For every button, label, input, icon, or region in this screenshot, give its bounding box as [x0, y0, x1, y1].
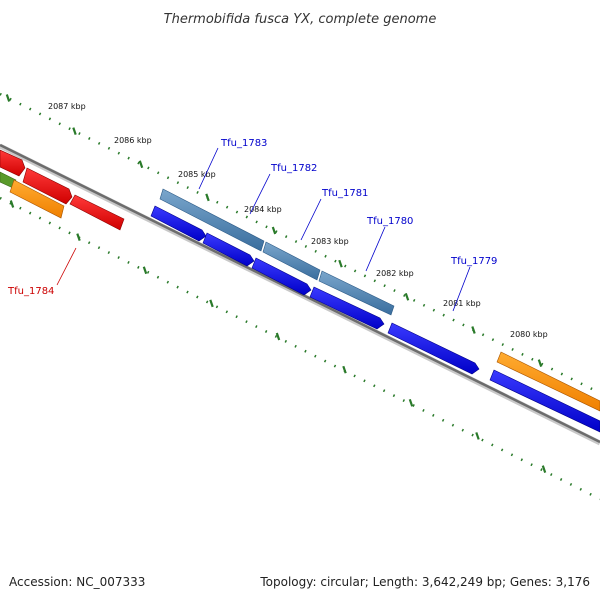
major-tick-mark: [475, 432, 480, 440]
major-tick-mark: [5, 94, 11, 102]
major-tick-mark: [537, 359, 543, 367]
outer-major-ticks: [5, 94, 543, 367]
inner-tick-ring: [0, 196, 600, 501]
major-tick-mark: [76, 233, 81, 241]
major-tick-mark: [404, 292, 410, 301]
gene-feature-red-left-1[interactable]: [0, 149, 26, 177]
cds-arrow-1[interactable]: [150, 205, 207, 242]
cds-arrow-2[interactable]: [202, 232, 255, 267]
label-leader-lines: [56, 147, 471, 312]
major-tick-mark: [209, 299, 214, 308]
major-tick-mark: [342, 365, 347, 374]
accession-text: Accession: NC_007333: [9, 575, 145, 589]
genome-backbone: [0, 143, 600, 446]
major-tick-mark: [205, 193, 210, 202]
feature-track: [0, 149, 600, 433]
kbp-label-2085: 2085 kbp: [178, 170, 216, 179]
gene-feature-red-left-2[interactable]: [22, 167, 73, 205]
kbp-label-2080: 2080 kbp: [510, 330, 548, 339]
major-tick-mark: [471, 326, 476, 334]
genome-stats-text: Topology: circular; Length: 3,642,249 bp…: [259, 575, 590, 589]
gene-feature-tfu-1783[interactable]: [159, 188, 265, 252]
cds-arrow-6[interactable]: [489, 369, 600, 433]
major-tick-mark: [275, 332, 281, 341]
gene-feature-orange-left[interactable]: [9, 179, 65, 219]
cds-arrow-3[interactable]: [251, 257, 312, 296]
outer-tick-ring: [0, 92, 600, 395]
major-tick-mark: [338, 259, 343, 268]
cds-arrow-4[interactable]: [309, 286, 385, 330]
gene-feature-tfu-1781[interactable]: [318, 270, 395, 316]
inner-major-ticks: [9, 200, 547, 473]
major-tick-mark: [408, 398, 414, 407]
major-tick-mark: [72, 127, 77, 135]
major-tick-mark: [271, 226, 277, 235]
gene-label-tfu-1779[interactable]: Tfu_1779: [450, 256, 497, 267]
gene-label-tfu-1780[interactable]: Tfu_1780: [366, 216, 413, 227]
gene-label-tfu-1782[interactable]: Tfu_1782: [270, 163, 317, 174]
gene-label-tfu-1784[interactable]: Tfu_1784: [7, 286, 54, 297]
major-tick-mark: [138, 160, 144, 169]
kbp-label-2086: 2086 kbp: [114, 136, 152, 145]
kbp-label-2082: 2082 kbp: [376, 269, 414, 278]
gene-feature-red-left-3[interactable]: [69, 194, 125, 231]
major-tick-mark: [9, 200, 15, 208]
gene-feature-tfu-1782[interactable]: [262, 241, 321, 281]
gene-label-tfu-1783[interactable]: Tfu_1783: [220, 138, 267, 149]
gene-feature-orange-right[interactable]: [496, 351, 600, 412]
major-tick-mark: [541, 465, 547, 473]
kbp-label-2081: 2081 kbp: [443, 299, 481, 308]
kbp-label-2083: 2083 kbp: [311, 237, 349, 246]
kbp-label-2087: 2087 kbp: [48, 102, 86, 111]
kbp-label-2084: 2084 kbp: [244, 205, 282, 214]
major-tick-mark: [142, 266, 148, 275]
map-title: Thermobifida fusca YX, complete genome: [164, 12, 437, 27]
cds-arrow-5[interactable]: [387, 322, 480, 375]
gene-label-tfu-1781[interactable]: Tfu_1781: [321, 188, 368, 199]
